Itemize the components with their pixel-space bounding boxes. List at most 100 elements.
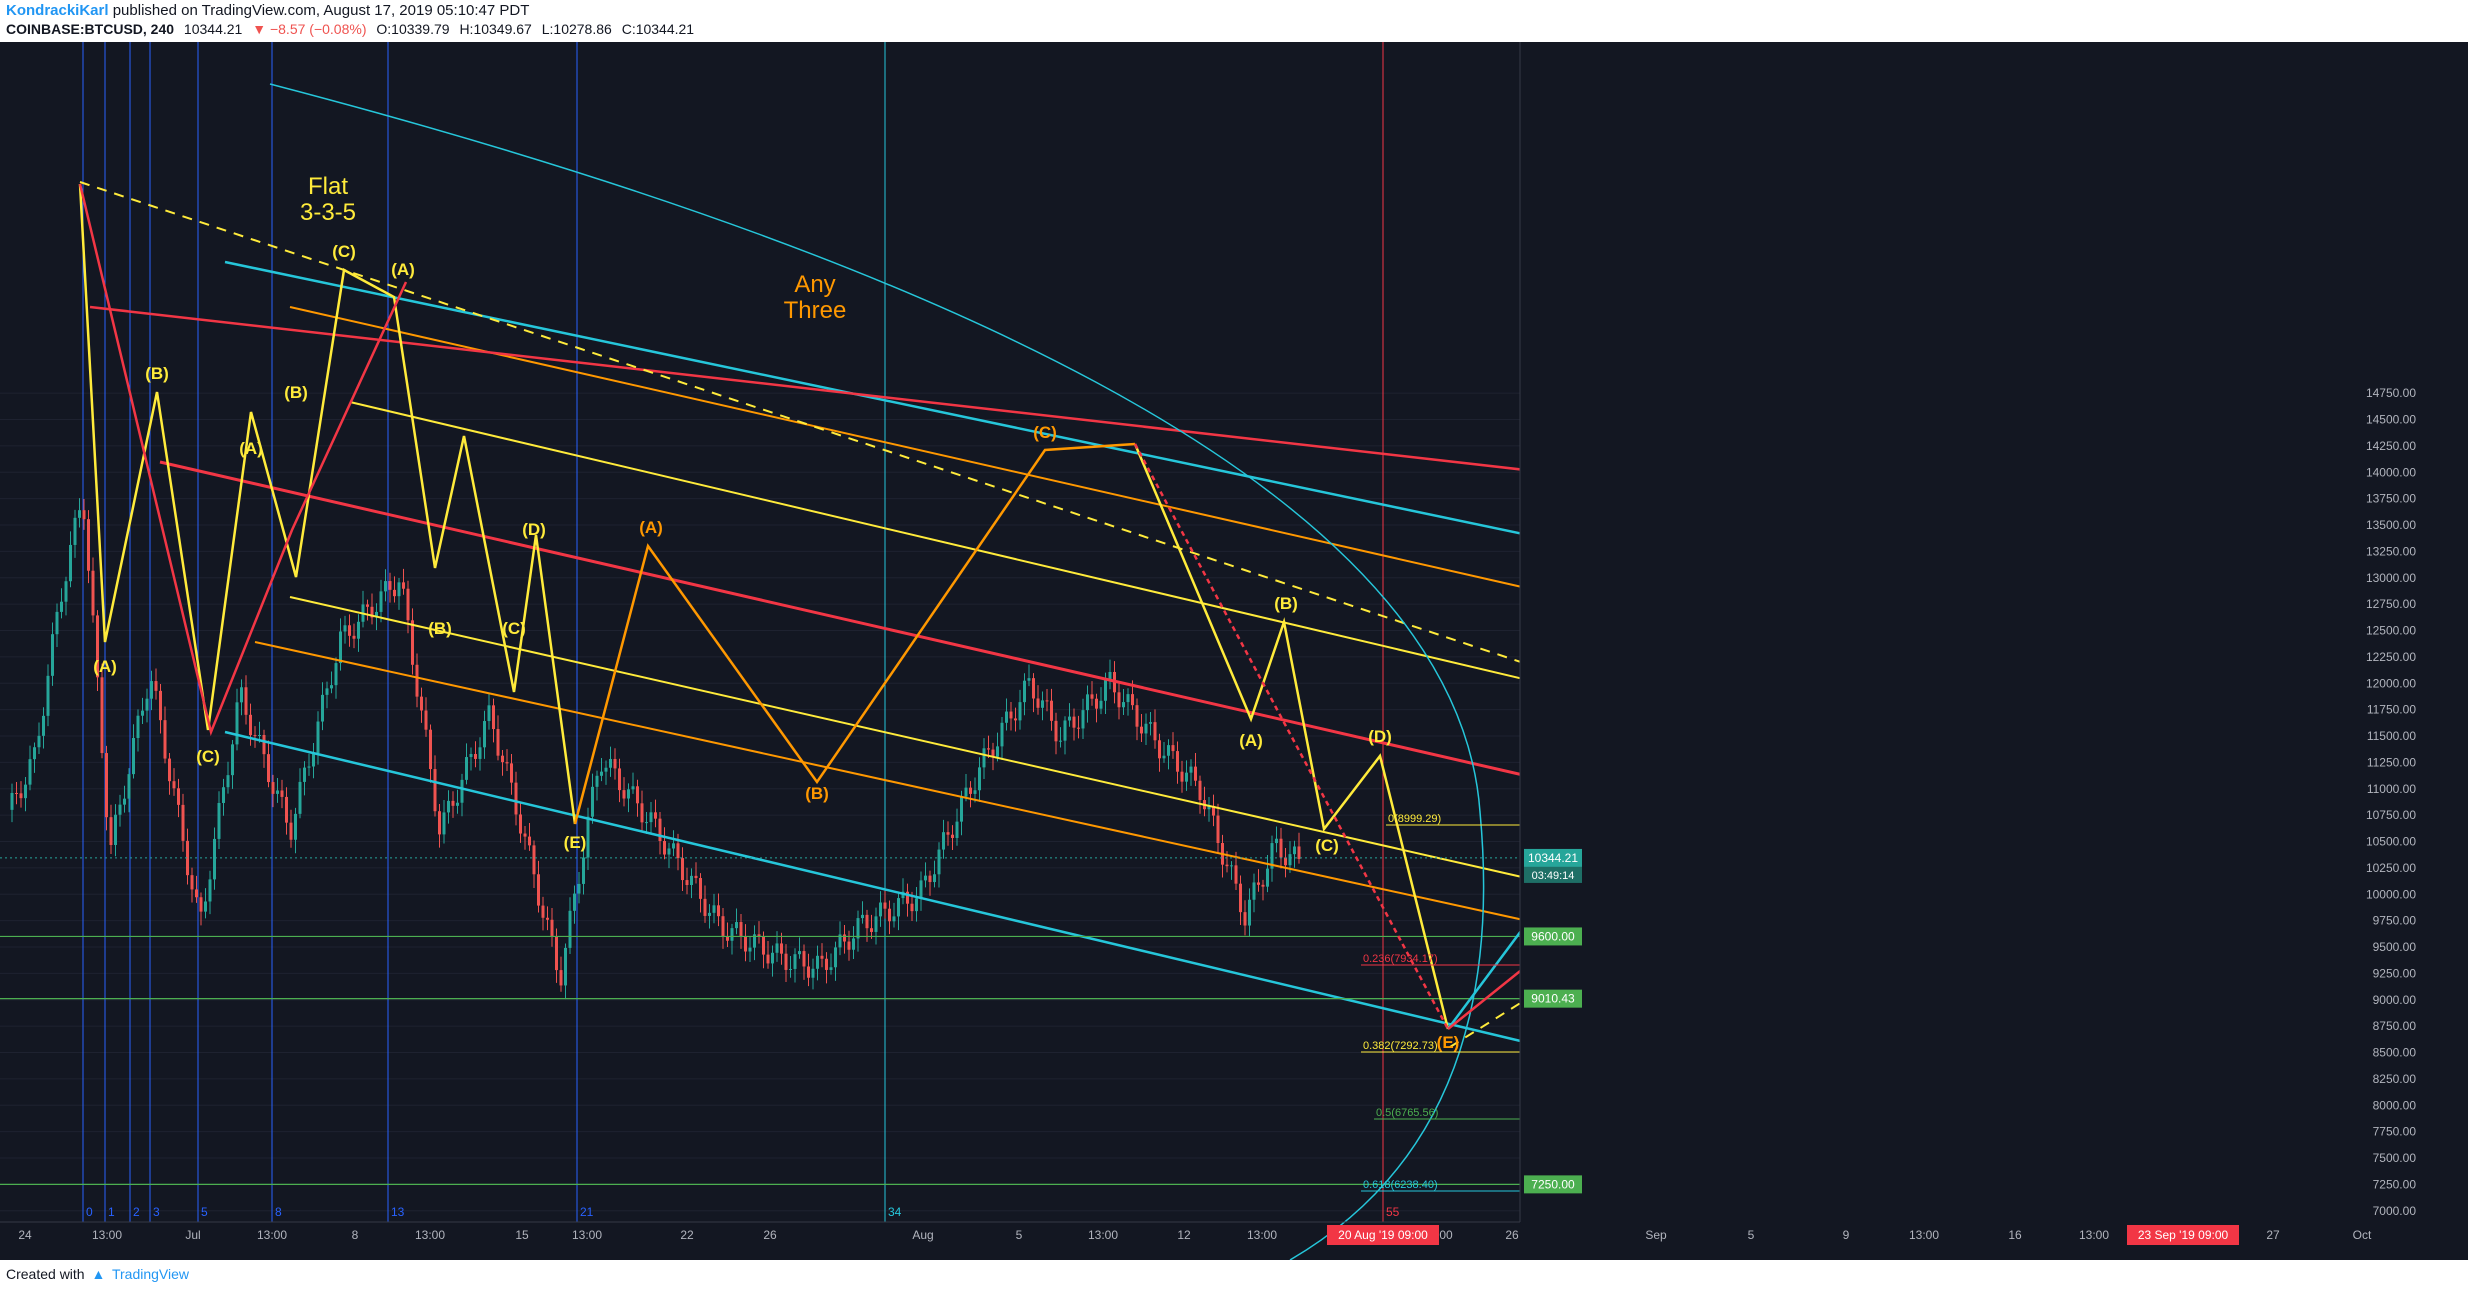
- x-tick-label: 13:00: [1088, 1228, 1118, 1242]
- candle-body: [1054, 720, 1058, 742]
- candle-body: [573, 893, 576, 911]
- x-tick-label: 13:00: [1909, 1228, 1939, 1242]
- candle-body: [1257, 882, 1260, 885]
- candle-body: [505, 762, 509, 764]
- candle-body: [136, 715, 140, 739]
- candle-body: [316, 721, 320, 754]
- published-text: published on TradingView.com, August 17,…: [112, 2, 530, 19]
- candle-body: [982, 748, 986, 768]
- tradingview-link[interactable]: TradingView: [111, 1266, 190, 1282]
- candle-body: [60, 601, 63, 612]
- candle-body: [1050, 700, 1053, 721]
- candle-body: [411, 620, 414, 665]
- candle-body: [973, 790, 977, 794]
- x-tick-label: 22: [680, 1228, 694, 1242]
- candle-body: [924, 875, 927, 881]
- candle-body: [658, 818, 662, 841]
- candle-body: [384, 581, 387, 592]
- price-badge-label: 9600.00: [1531, 929, 1575, 943]
- candle-body: [1225, 864, 1229, 867]
- candle-body: [1153, 722, 1157, 741]
- candle-body: [721, 916, 725, 936]
- candle-body: [1122, 702, 1125, 708]
- candle-body: [883, 902, 887, 909]
- price-change: ▼ −8.57 (−0.08%): [252, 21, 367, 37]
- time-badge: [1327, 1225, 1439, 1245]
- candle-body: [964, 787, 968, 797]
- price-badge: [1524, 927, 1582, 946]
- candle-body: [991, 749, 995, 757]
- candle-body: [906, 891, 909, 904]
- wave-label: (B): [805, 784, 829, 803]
- candle-body: [172, 781, 176, 789]
- cycle-label: 3: [153, 1205, 160, 1219]
- candle-body: [289, 822, 293, 840]
- candle-body: [996, 746, 999, 757]
- candle-body: [775, 943, 779, 953]
- candle-body: [123, 798, 126, 805]
- candle-body: [91, 570, 95, 616]
- y-tick-label: 11750.00: [2367, 703, 2416, 717]
- y-tick-label: 7000.00: [2373, 1204, 2417, 1218]
- candle-body: [415, 664, 419, 697]
- cyan-arc: [269, 83, 1485, 1261]
- candle-body: [582, 857, 585, 884]
- candle-body: [816, 955, 819, 969]
- ohlc-line: COINBASE:BTCUSD, 240 10344.21 ▼ −8.57 (−…: [6, 21, 694, 37]
- candle-body: [771, 952, 774, 964]
- author-link[interactable]: KondrackiKarl: [6, 2, 109, 19]
- candle-body: [1018, 702, 1022, 721]
- candle-body: [37, 735, 41, 748]
- wave-label: (B): [1274, 594, 1298, 613]
- tradingview-logo-icon: ▲: [91, 1266, 106, 1282]
- wave-label: (C): [332, 242, 356, 261]
- candle-body: [447, 800, 450, 813]
- candle-body: [105, 753, 108, 818]
- candle-body: [366, 604, 369, 607]
- wave-label: (B): [428, 619, 452, 638]
- x-tick-label: Oct: [2353, 1228, 2372, 1242]
- high-value: H:10349.67: [459, 21, 532, 37]
- price-chart[interactable]: 0123581321345589(A)(B)(C)(A)(B)(C)(A)(B)…: [0, 42, 2468, 1269]
- flat-wave-path: [78, 183, 577, 825]
- y-tick-label: 8250.00: [2373, 1072, 2417, 1086]
- candle-body: [352, 635, 356, 639]
- candle-body: [1131, 694, 1134, 706]
- candle-body: [793, 954, 797, 969]
- candle-body: [564, 947, 567, 986]
- x-tick-label: 27: [2266, 1228, 2280, 1242]
- fib-label: 0.236(7934.17): [1363, 953, 1438, 965]
- candle-body: [1086, 694, 1089, 711]
- candle-body: [141, 710, 144, 716]
- y-tick-label: 12500.00: [2366, 624, 2416, 638]
- candle-body: [811, 968, 815, 978]
- wave-label: (A): [1239, 731, 1263, 750]
- candle-body: [640, 803, 644, 823]
- wave-label: (C): [196, 747, 220, 766]
- candle-body: [1027, 678, 1031, 681]
- candle-body: [397, 582, 401, 597]
- candle-body: [798, 951, 801, 955]
- publish-line: KondrackiKarl published on TradingView.c…: [6, 2, 529, 19]
- candle-body: [19, 793, 23, 799]
- candle-body: [370, 606, 374, 618]
- x-tick-label: 8: [352, 1228, 359, 1242]
- candle-body: [339, 631, 342, 664]
- candle-body: [262, 735, 266, 755]
- candle-body: [55, 611, 59, 635]
- candle-body: [330, 685, 333, 689]
- candle-body: [1009, 711, 1013, 719]
- chart-area[interactable]: 0123581321345589(A)(B)(C)(A)(B)(C)(A)(B)…: [0, 42, 2468, 1269]
- candle-body: [28, 759, 32, 785]
- candle-body: [861, 914, 864, 919]
- candle-body: [276, 790, 279, 794]
- candle-body: [168, 758, 171, 782]
- candle-body: [280, 790, 284, 797]
- cycle-label: 34: [888, 1205, 902, 1219]
- candle-body: [127, 774, 131, 799]
- price-badge: [1524, 866, 1582, 883]
- price-badge: [1524, 1175, 1582, 1194]
- candle-body: [33, 747, 36, 760]
- candle-body: [613, 758, 617, 769]
- price-badge-label: 10344.21: [1528, 851, 1578, 865]
